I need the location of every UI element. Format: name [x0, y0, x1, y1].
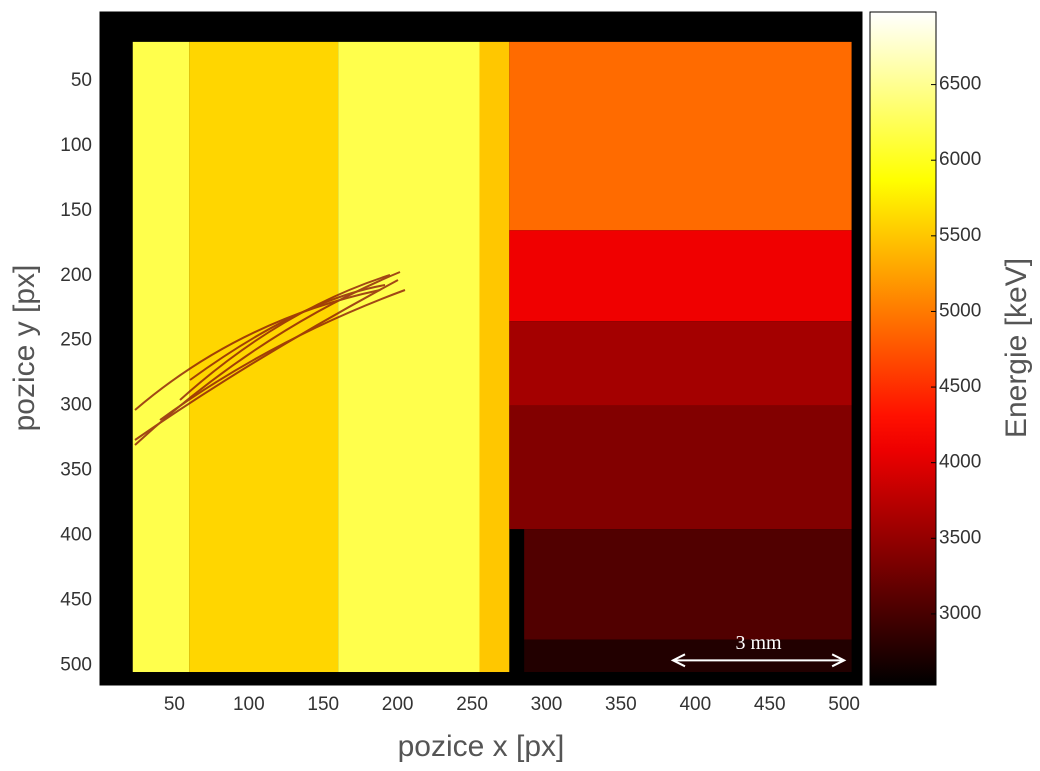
y-tick-label: 50: [71, 70, 92, 91]
heat-region: [509, 230, 852, 322]
heat-region: [509, 405, 852, 530]
colorbar-tick-label: 5500: [939, 225, 981, 246]
x-tick-label: 100: [233, 694, 265, 715]
track: [179, 274, 391, 401]
colorbar-tick-label: 4000: [939, 452, 981, 473]
x-tick-label: 250: [456, 694, 488, 715]
x-tick-label: 500: [828, 694, 860, 715]
heat-region: [509, 321, 852, 406]
y-tick-label: 350: [60, 460, 92, 481]
y-tick-label: 250: [60, 330, 92, 351]
heat-region: [479, 41, 510, 673]
x-tick-label: 200: [382, 694, 414, 715]
x-tick-label: 300: [531, 694, 563, 715]
y-tick-label: 150: [60, 200, 92, 221]
colorbar-tick-label: 6000: [939, 149, 981, 170]
colorbar-tick-label: 3000: [939, 603, 981, 624]
heat-region: [524, 639, 852, 673]
y-tick-label: 200: [60, 265, 92, 286]
heat-region: [524, 529, 852, 640]
colorbar-tick-label: 5000: [939, 300, 981, 321]
track: [134, 271, 401, 446]
y-tick-label: 400: [60, 525, 92, 546]
track: [159, 289, 406, 421]
x-tick-label: 150: [307, 694, 339, 715]
y-axis-label: pozice y [px]: [8, 265, 41, 432]
x-tick-label: 450: [754, 694, 786, 715]
y-tick-label: 500: [60, 655, 92, 676]
scale-label: 3 mm: [736, 632, 783, 654]
x-tick-label: 350: [605, 694, 637, 715]
x-tick-label: 400: [679, 694, 711, 715]
plot-frame: [99, 11, 863, 686]
colorbar-tick-label: 4500: [939, 376, 981, 397]
arrow-head: [831, 653, 847, 668]
track: [134, 289, 381, 411]
y-tick-label: 100: [60, 135, 92, 156]
tracks: [134, 271, 406, 446]
heat-region: [132, 41, 190, 673]
heat-region: [338, 41, 480, 673]
y-tick-label: 300: [60, 395, 92, 416]
x-tick-label: 50: [164, 694, 185, 715]
colorbar: [869, 11, 937, 686]
colorbar-label: Energie [keV]: [1000, 258, 1033, 438]
track: [134, 279, 399, 441]
colorbar-tick-label: 6500: [939, 74, 981, 95]
heat-region: [509, 41, 852, 231]
x-axis-label: pozice x [px]: [398, 730, 565, 763]
colorbar-tick-label: 3500: [939, 527, 981, 548]
y-tick-label: 450: [60, 590, 92, 611]
arrow-head: [670, 653, 686, 668]
